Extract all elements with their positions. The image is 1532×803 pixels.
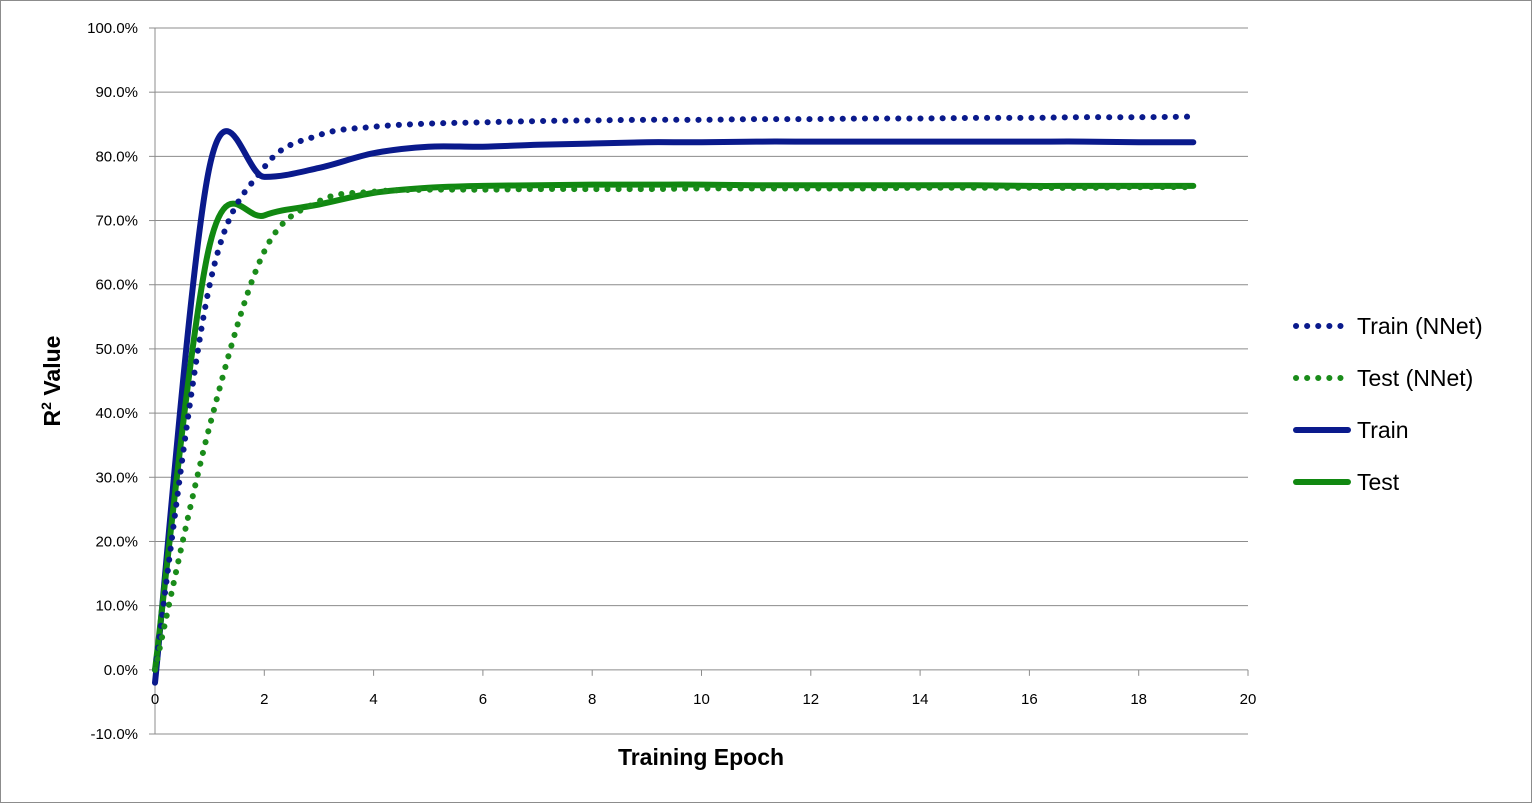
y-tick-label: 40.0% xyxy=(95,405,138,422)
x-axis-title: Training Epoch xyxy=(618,744,784,770)
y-tick-label: 0.0% xyxy=(104,662,138,679)
series-line-train-nnet xyxy=(152,113,1197,673)
y-tick-label: 90.0% xyxy=(95,84,138,101)
y-axis-title-r: R xyxy=(39,409,65,426)
x-tick-label: 8 xyxy=(588,691,596,708)
series-line-train xyxy=(152,128,1197,686)
x-tick-label: 4 xyxy=(369,691,377,708)
series xyxy=(152,113,1197,686)
x-tick-label: 14 xyxy=(912,691,929,708)
y-tick-label: 80.0% xyxy=(95,148,138,165)
legend-label-train: Train xyxy=(1357,417,1409,443)
y-tick-label: 100.0% xyxy=(87,20,138,37)
axes xyxy=(149,27,1249,735)
y-axis-title-suffix: Value xyxy=(39,336,65,402)
y-axis-title: R2 Value xyxy=(38,336,65,427)
x-tick-label: 18 xyxy=(1130,691,1147,708)
x-tick-label: 10 xyxy=(693,691,710,708)
tick-labels: -10.0% 0.0% 10.0% 20.0% 30.0% 40.0% 50.0% 60.0%… xyxy=(87,20,1256,743)
series-line-test-nnet xyxy=(152,184,1197,673)
x-tick-label: 12 xyxy=(802,691,819,708)
legend-label-test-nnet: Test (NNet) xyxy=(1357,365,1473,391)
y-tick-label: 30.0% xyxy=(95,469,138,486)
legend-label-test: Test xyxy=(1357,469,1400,495)
y-tick-label: -10.0% xyxy=(90,726,138,743)
legend: Train (NNet) Test (NNet) Train Test xyxy=(1293,313,1483,495)
legend-label-train-nnet: Train (NNet) xyxy=(1357,313,1483,339)
y-tick-label: 50.0% xyxy=(95,341,138,358)
y-tick-label: 10.0% xyxy=(95,598,138,615)
y-axis-title-superscript: 2 xyxy=(38,402,54,410)
x-tick-label: 6 xyxy=(479,691,487,708)
y-tick-label: 70.0% xyxy=(95,213,138,230)
y-tick-label: 60.0% xyxy=(95,277,138,294)
y-tick-label: 20.0% xyxy=(95,533,138,550)
series-line-test xyxy=(152,181,1197,673)
x-tick-label: 20 xyxy=(1240,691,1257,708)
x-tick-label: 2 xyxy=(260,691,268,708)
x-tick-label: 16 xyxy=(1021,691,1038,708)
x-tick-label: 0 xyxy=(151,691,159,708)
gridlines xyxy=(155,27,1248,735)
